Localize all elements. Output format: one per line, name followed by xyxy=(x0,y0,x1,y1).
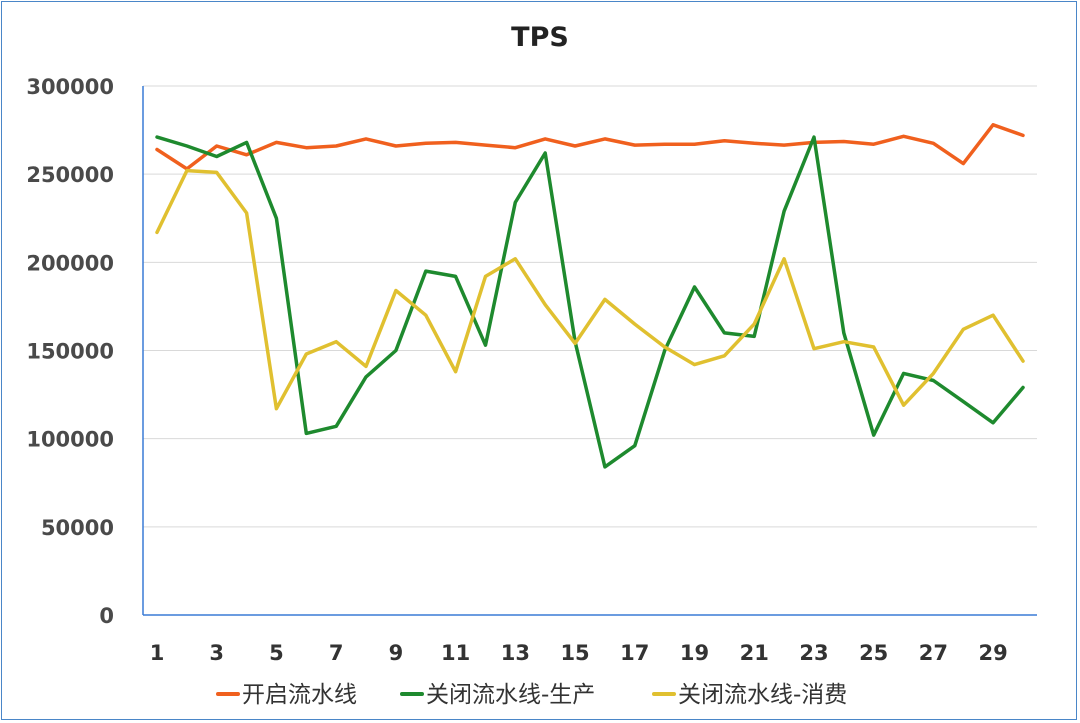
x-tick-label: 29 xyxy=(979,641,1008,665)
y-tick-label: 200000 xyxy=(26,251,114,275)
x-tick-label: 7 xyxy=(329,641,344,665)
x-tick-label: 1 xyxy=(150,641,165,665)
series-line-3 xyxy=(155,168,1025,411)
y-tick-label: 100000 xyxy=(26,428,114,452)
y-tick-label: 300000 xyxy=(26,75,114,99)
x-tick-label: 27 xyxy=(919,641,948,665)
legend: 开启流水线 关闭流水线-生产 关闭流水线-消费 xyxy=(216,682,847,708)
x-tick-label: 23 xyxy=(799,641,828,665)
legend-label-3: 关闭流水线-消费 xyxy=(678,682,847,708)
y-axis-tick-labels: 0 50000 100000 150000 200000 250000 300000 xyxy=(26,75,114,628)
x-tick-label: 5 xyxy=(269,641,284,665)
x-tick-label: 13 xyxy=(501,641,530,665)
y-tick-label: 150000 xyxy=(26,340,114,364)
axes xyxy=(142,86,1037,616)
legend-label-2: 关闭流水线-生产 xyxy=(426,682,595,708)
series-line-2 xyxy=(155,135,1025,469)
x-tick-label: 3 xyxy=(209,641,224,665)
series-lines xyxy=(155,123,1025,469)
grid-lines xyxy=(143,85,1037,528)
y-tick-label: 0 xyxy=(99,604,114,628)
chart-title: TPS xyxy=(511,22,569,53)
x-tick-label: 15 xyxy=(560,641,589,665)
x-tick-label: 11 xyxy=(441,641,470,665)
x-tick-label: 19 xyxy=(680,641,709,665)
x-tick-label: 25 xyxy=(859,641,888,665)
y-tick-label: 50000 xyxy=(41,516,114,540)
series-line-1 xyxy=(155,123,1025,171)
x-tick-label: 9 xyxy=(389,641,404,665)
y-tick-label: 250000 xyxy=(26,163,114,187)
legend-label-1: 开启流水线 xyxy=(242,682,357,708)
x-tick-label: 17 xyxy=(620,641,649,665)
x-tick-label: 21 xyxy=(740,641,769,665)
x-axis-tick-labels: 1 3 5 7 9 11 13 15 17 19 21 23 25 27 29 xyxy=(150,641,1008,665)
